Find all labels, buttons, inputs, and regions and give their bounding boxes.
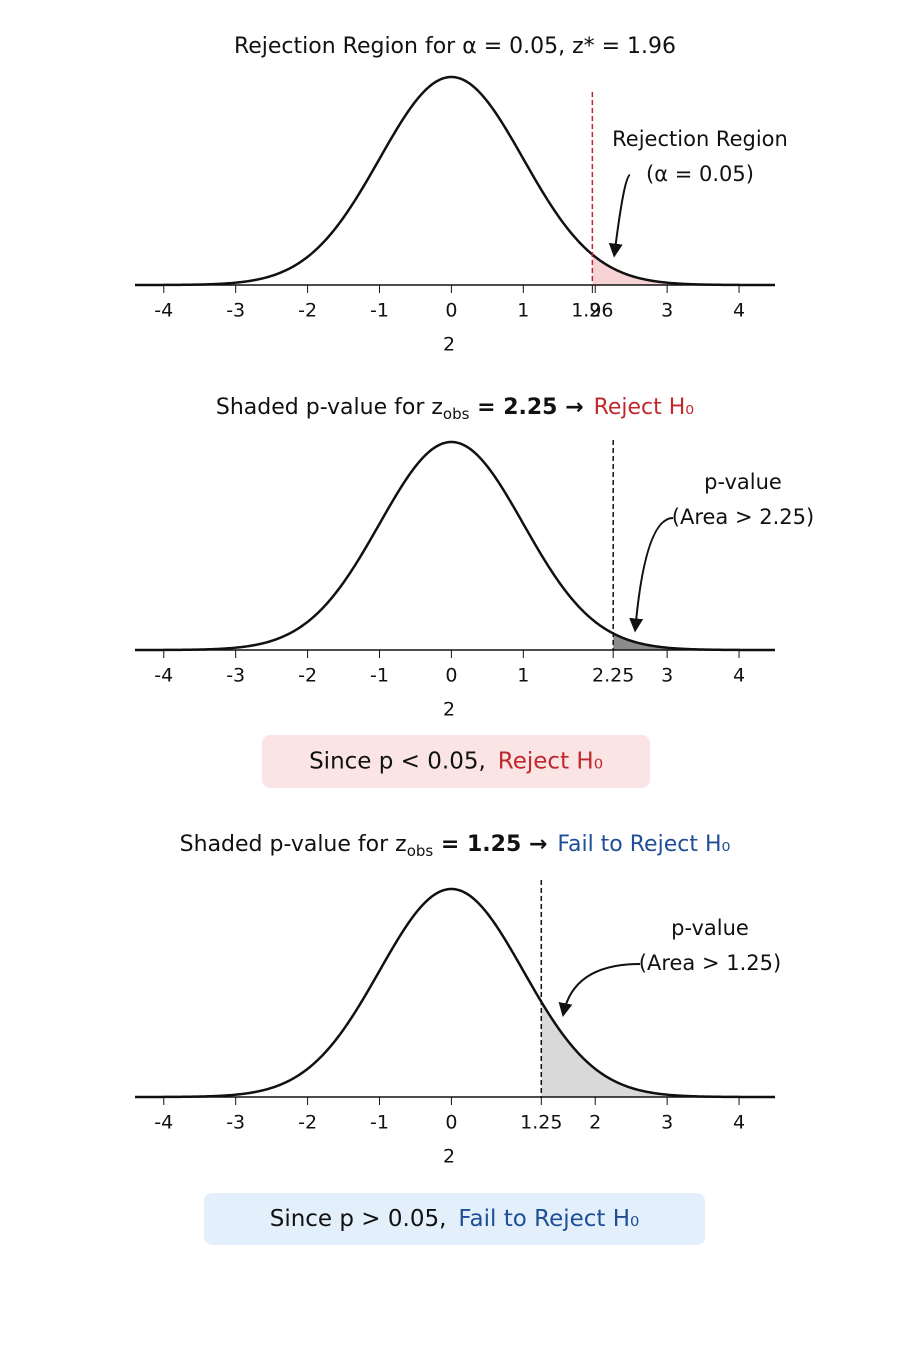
- annotation-arrow: [629, 517, 674, 633]
- conclusion-verdict: Reject H₀: [498, 748, 603, 774]
- x-tick-label: -3: [226, 665, 245, 687]
- x-tick-label: -2: [298, 1112, 317, 1134]
- density-curve: [135, 440, 775, 652]
- title-text: Shaded p-value for z: [216, 395, 443, 420]
- title-text: = 1.25 →: [433, 832, 547, 857]
- title-text: = 2.25 →: [469, 395, 583, 420]
- x-tick-label: 2.25: [592, 665, 634, 687]
- x-tick-label: 2: [589, 1112, 601, 1134]
- x-tick-label: 1.25: [520, 1112, 562, 1134]
- annotation: Rejection Region: [612, 127, 788, 151]
- density-curve: [135, 887, 775, 1099]
- tail-area: [592, 254, 775, 285]
- panel-title: Shaded p-value for zobs = 2.25 → Reject H…: [216, 395, 694, 423]
- title-verdict: Reject H₀: [594, 395, 695, 420]
- x-tick-label: 0: [445, 1112, 457, 1134]
- annotation-arrow: [608, 174, 631, 258]
- x-tick-label: 2: [589, 300, 601, 322]
- x-tick-label: -4: [154, 665, 173, 687]
- x-axis-label: 2: [443, 1146, 455, 1168]
- x-tick-label: 0: [445, 665, 457, 687]
- x-tick-label: -1: [370, 665, 389, 687]
- density-curve: [135, 75, 775, 287]
- x-tick-label: -2: [298, 665, 317, 687]
- x-tick-label: 0: [445, 300, 457, 322]
- conclusion-box: [204, 1193, 705, 1245]
- conclusion: Since p > 0.05, Fail to Reject H₀: [270, 1206, 640, 1232]
- title-text: Rejection Region for α = 0.05, z* = 1.96: [234, 34, 676, 59]
- x-tick-label: 4: [733, 1112, 745, 1134]
- annotation: (Area > 2.25): [672, 505, 814, 529]
- x-tick-label: -3: [226, 1112, 245, 1134]
- x-tick-label: 3: [661, 665, 673, 687]
- conclusion-text: Since p > 0.05,: [270, 1206, 447, 1232]
- title-text: Shaded p-value for z: [180, 832, 407, 857]
- x-axis-label: 2: [443, 699, 455, 721]
- tail-area: [613, 633, 775, 650]
- title-subscript: obs: [407, 842, 434, 860]
- conclusion: Since p < 0.05, Reject H₀: [309, 748, 603, 774]
- title-verdict: Fail to Reject H₀: [557, 832, 730, 857]
- panel-title: Rejection Region for α = 0.05, z* = 1.96: [234, 34, 676, 59]
- x-tick-label: 4: [733, 665, 745, 687]
- x-tick-label: -4: [154, 300, 173, 322]
- x-tick-label: 3: [661, 300, 673, 322]
- annotation: (α = 0.05): [646, 162, 754, 186]
- title-subscript: obs: [443, 405, 470, 423]
- panel-title: Shaded p-value for zobs = 1.25 → Fail to …: [180, 832, 731, 860]
- annotation: p-value: [671, 916, 749, 940]
- x-tick-label: 3: [661, 1112, 673, 1134]
- x-tick-label: 1: [517, 300, 529, 322]
- x-axis-label: 2: [443, 334, 455, 356]
- annotation: p-value: [704, 470, 782, 494]
- x-tick-label: 1: [517, 665, 529, 687]
- annotation-arrow: [558, 963, 641, 1018]
- conclusion-box: [262, 735, 650, 788]
- x-tick-label: -3: [226, 300, 245, 322]
- x-tick-label: 4: [733, 300, 745, 322]
- x-tick-label: -1: [370, 1112, 389, 1134]
- conclusion-verdict: Fail to Reject H₀: [458, 1206, 639, 1232]
- x-tick-label: -1: [370, 300, 389, 322]
- annotation: (Area > 1.25): [639, 951, 781, 975]
- conclusion-text: Since p < 0.05,: [309, 748, 486, 774]
- x-tick-label: -4: [154, 1112, 173, 1134]
- x-tick-label: 1.96: [571, 300, 613, 322]
- x-tick-label: -2: [298, 300, 317, 322]
